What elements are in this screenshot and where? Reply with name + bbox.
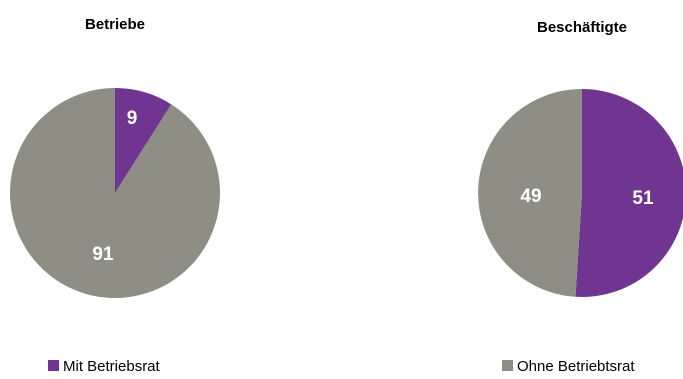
chart-title-beschaeftigte: Beschäftigte xyxy=(537,19,627,36)
legend-swatch-mit xyxy=(48,360,59,371)
slice-label-betriebe-ohne: 91 xyxy=(92,244,114,265)
slice-label-betriebe-mit: 9 xyxy=(127,108,138,129)
legend: Mit Betriebsrat Ohne Betriebtsrat xyxy=(48,358,635,375)
slice-label-beschaeftigte-ohne: 49 xyxy=(520,186,541,207)
legend-item-ohne: Ohne Betriebtsrat xyxy=(502,358,635,375)
legend-label-mit: Mit Betriebsrat xyxy=(63,358,161,375)
pie-slice-betriebe-ohne xyxy=(9,87,220,298)
legend-item-mit: Mit Betriebsrat xyxy=(48,358,161,375)
chart-title-betriebe: Betriebe xyxy=(85,16,145,33)
pie-slice-beschaeftigte-ohne xyxy=(478,89,582,297)
slice-label-beschaeftigte-mit: 51 xyxy=(632,188,654,209)
pie-slice-beschaeftigte-mit xyxy=(575,89,683,297)
pie-slice-betriebe-mit xyxy=(115,88,172,193)
legend-swatch-ohne xyxy=(502,360,513,371)
legend-label-ohne: Ohne Betriebtsrat xyxy=(517,358,635,375)
pie-chart-beschaeftigte: Beschäftigte 51 49 xyxy=(478,19,683,297)
pie-chart-betriebe: Betriebe 9 91 xyxy=(9,16,220,298)
